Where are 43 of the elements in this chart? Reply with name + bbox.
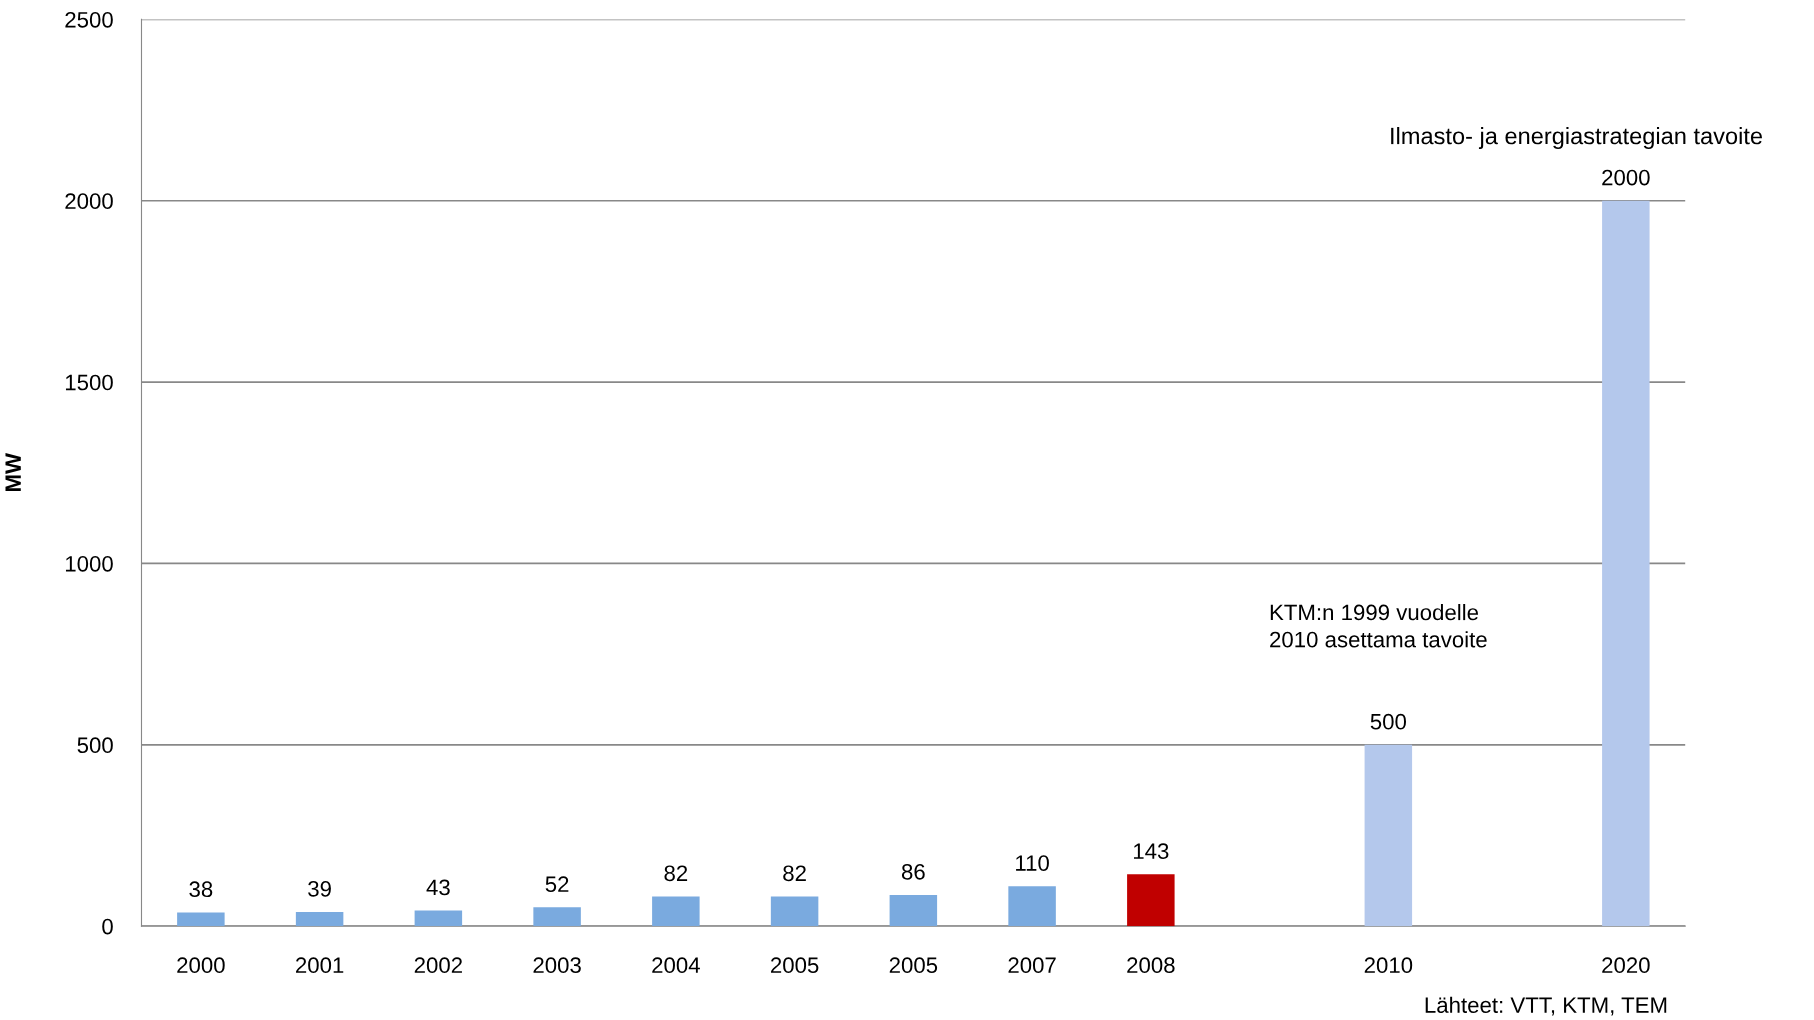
y-axis-title: MW xyxy=(5,453,21,492)
bar xyxy=(177,912,225,927)
x-tick-label: 2020 xyxy=(1602,957,1650,974)
text: Lähteet: VTT, KTM, TEM xyxy=(1425,996,1667,1016)
x-tick-label: 2010 xyxy=(1364,957,1413,974)
x-tick-label: 2003 xyxy=(533,957,581,974)
x-tick-label: 2002 xyxy=(414,957,462,974)
bar xyxy=(652,896,700,927)
bar xyxy=(889,894,938,927)
data-label: 110 xyxy=(1016,855,1049,871)
data-label: 143 xyxy=(1134,843,1169,860)
data-label: 43 xyxy=(426,879,450,896)
bar xyxy=(1364,744,1413,927)
data-label: 2000 xyxy=(1602,169,1650,186)
data-label: 82 xyxy=(664,865,688,882)
annotation: Ilmasto- ja energiastrategian tavoite xyxy=(1391,127,1762,149)
x-tick-label: 2004 xyxy=(652,957,700,974)
data-label: 86 xyxy=(901,863,925,880)
y-tick-label: 0 xyxy=(102,918,113,935)
bar xyxy=(1008,886,1056,927)
data-label: 38 xyxy=(189,881,213,898)
x-tick-label: 2007 xyxy=(1008,957,1056,974)
annotation: KTM:n 1999 vuodelle 2010 asettama tavoite xyxy=(1270,604,1487,648)
x-tick-label: 2001 xyxy=(296,957,344,974)
bar xyxy=(1602,200,1650,927)
bar xyxy=(295,912,344,927)
x-tick-label: 2008 xyxy=(1127,957,1175,974)
y-tick-label: 2500 xyxy=(65,11,113,28)
bar xyxy=(1127,874,1175,927)
data-label: 52 xyxy=(545,876,569,893)
data-label: 500 xyxy=(1370,713,1407,730)
bar xyxy=(414,910,463,927)
y-tick-label: 1000 xyxy=(65,555,113,572)
y-tick-label: 2000 xyxy=(65,193,113,210)
bar xyxy=(770,896,819,927)
x-tick-label: 2000 xyxy=(177,957,225,974)
data-label: 39 xyxy=(308,881,331,897)
x-tick-label: 2005 xyxy=(889,957,938,974)
bar xyxy=(533,907,581,927)
y-tick-label: 500 xyxy=(77,737,113,754)
data-label: 82 xyxy=(783,865,806,882)
y-tick-label: 1500 xyxy=(65,374,113,391)
x-tick-label: 2005 xyxy=(771,957,819,974)
